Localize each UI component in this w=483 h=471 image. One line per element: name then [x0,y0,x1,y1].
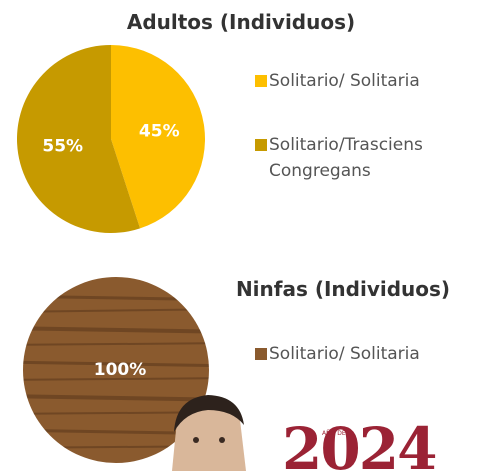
page: 45% 55% 100% 2024 AÑO DE Adultos (Individu… [0,0,483,471]
slice-label: 55% [42,137,83,157]
legend-swatch [255,348,267,360]
chart-title: Adultos (Individuos) [127,10,355,34]
logo-caption: AÑO DE [322,430,346,437]
portrait [172,395,246,471]
legend: Solitario/ Solitaria [255,341,483,405]
legend-label: Solitario/ Solitaria [269,344,420,364]
chart-title: Ninfas (Individuos) [236,277,450,301]
legend-item: Solitario/Trasciens Congregans [255,132,439,184]
legend-swatch [255,139,267,151]
slice-label: 45% [139,121,180,141]
slice-label: 100% [94,360,147,380]
legend-label: Solitario/ Solitaria [269,71,420,91]
legend-item: Solitario/ Solitaria [255,341,483,367]
legend-swatch [255,75,267,87]
legend: Solitario/ Solitaria Solitario/Trasciens … [255,68,439,222]
legend-label: Solitario/Trasciens Congregans [269,135,423,181]
legend-item: Solitario/ Solitaria [255,68,439,94]
logo-year: 2024 [282,415,435,471]
